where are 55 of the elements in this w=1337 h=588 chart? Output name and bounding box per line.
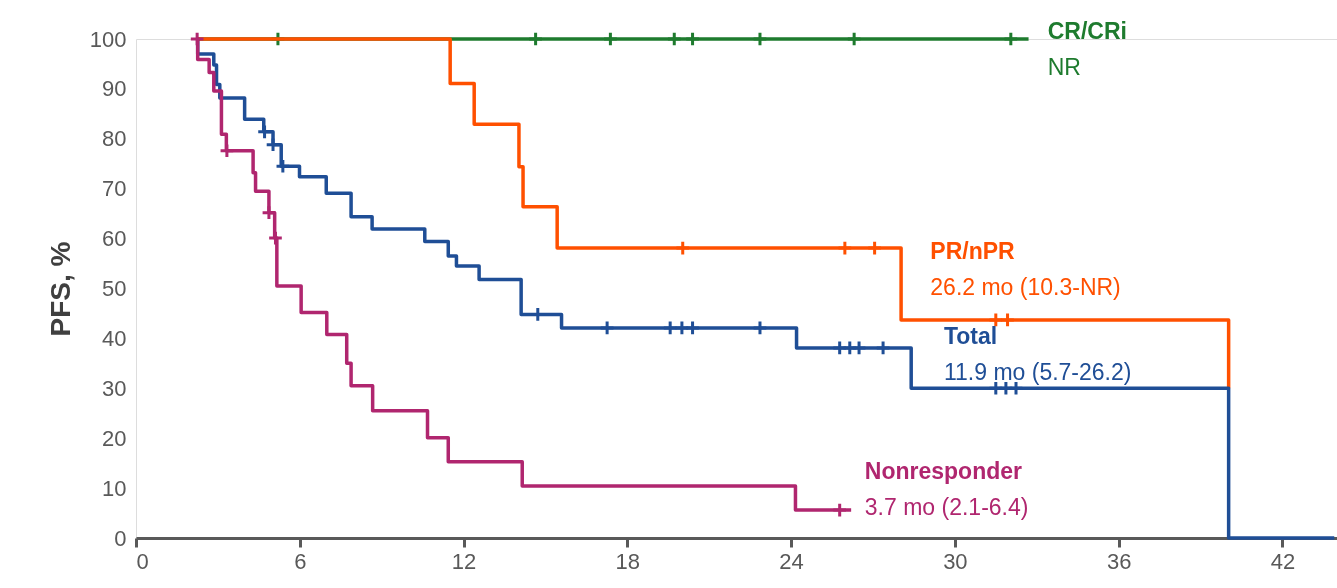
point — [684, 320, 701, 336]
y-tick-label: 80 — [102, 126, 127, 152]
y-tick-label: 50 — [102, 276, 127, 301]
point — [831, 502, 848, 518]
point — [837, 240, 853, 256]
x-tick-label: 6 — [294, 548, 307, 574]
x-tick-label: 18 — [615, 548, 641, 574]
series-label: PR/nPR — [930, 238, 1016, 264]
x-tick-label: 36 — [1106, 548, 1132, 574]
y-tick-label: 0 — [114, 525, 127, 551]
point — [674, 240, 691, 256]
annotation: 3.7 mo (2.1-6.4) — [864, 494, 1029, 521]
series-label: Total — [943, 322, 998, 349]
point — [684, 31, 701, 47]
x-tick-label: 12 — [451, 548, 477, 574]
y-tick-label: 30 — [102, 375, 127, 401]
point — [752, 320, 768, 336]
point — [1002, 31, 1019, 47]
point — [666, 31, 683, 47]
annotation: NR — [1047, 53, 1081, 80]
annotation: 11.9 mo (5.7-26.2) — [943, 358, 1132, 385]
point — [256, 123, 273, 140]
point — [1008, 380, 1024, 397]
point — [527, 31, 544, 47]
point — [265, 136, 281, 153]
point — [662, 320, 678, 336]
point — [866, 240, 883, 256]
point — [275, 158, 291, 175]
point — [267, 230, 284, 246]
x-tick-label: 24 — [779, 548, 804, 574]
y-tick-label: 100 — [89, 26, 127, 52]
point — [219, 142, 235, 159]
point — [752, 31, 768, 47]
point — [602, 31, 619, 47]
series-label: CR/CRi — [1047, 17, 1127, 44]
x-tick-label: 0 — [136, 548, 149, 574]
point — [261, 204, 277, 221]
point — [987, 312, 1004, 328]
y-tick-label: 90 — [102, 76, 127, 102]
point — [851, 340, 867, 356]
x-tick-label: 42 — [1270, 548, 1296, 574]
point — [999, 312, 1016, 328]
y-tick-label: 60 — [102, 226, 127, 252]
point — [599, 320, 615, 336]
point — [846, 31, 862, 47]
y-tick-label: 70 — [102, 176, 127, 202]
annotation: 26.2 mo (10.3-NR) — [930, 274, 1121, 300]
y-tick-label: 40 — [102, 325, 127, 351]
y-axis-title: PFS, % — [44, 241, 76, 337]
series-label: Nonresponder — [864, 458, 1023, 485]
point — [875, 340, 891, 356]
x-tick-label: 30 — [943, 548, 968, 574]
point — [189, 31, 205, 47]
y-tick-label: 10 — [102, 475, 127, 501]
y-tick-label: 20 — [102, 425, 127, 451]
